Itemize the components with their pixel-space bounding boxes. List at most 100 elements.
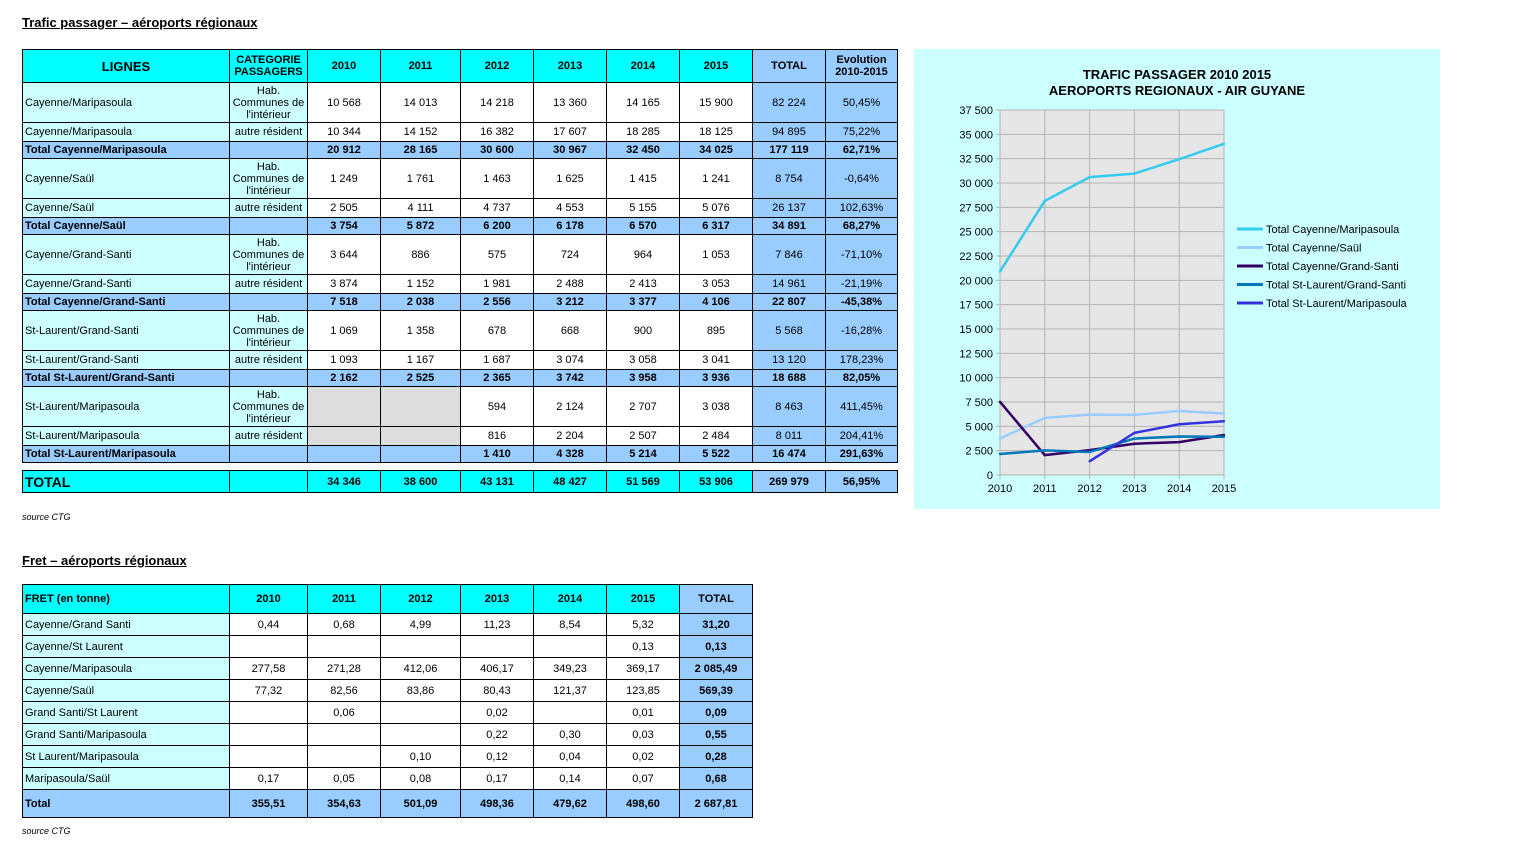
series-point bbox=[1088, 175, 1091, 179]
passenger-cell: 14 218 bbox=[460, 82, 534, 123]
y-tick-label: 5 000 bbox=[965, 421, 993, 433]
passenger-cell: 1 093 bbox=[307, 350, 381, 370]
y-tick-label: 2 500 bbox=[965, 446, 993, 458]
y-tick-label: 20 000 bbox=[959, 275, 993, 287]
passenger-cell: 10 344 bbox=[307, 122, 381, 142]
passenger-cell: 14 961 bbox=[752, 274, 826, 294]
passenger-cell: 16 382 bbox=[460, 122, 534, 142]
passenger-data-row: St-Laurent/Maripasoula autre résident 816 2… bbox=[22, 426, 898, 446]
series-point bbox=[1043, 453, 1046, 457]
spacer-cell bbox=[23, 463, 898, 471]
passenger-cell: 678 bbox=[460, 310, 534, 351]
passenger-cell bbox=[380, 386, 461, 427]
passenger-header-cell: 2011 bbox=[380, 49, 461, 83]
freight-cell: 0,01 bbox=[606, 701, 680, 724]
freight-cell: 406,17 bbox=[460, 657, 534, 680]
passenger-cell: 1 249 bbox=[307, 158, 381, 199]
freight-cell bbox=[229, 745, 308, 768]
passenger-cell: 30 600 bbox=[460, 141, 534, 159]
passenger-cell bbox=[229, 369, 308, 387]
freight-cell bbox=[380, 635, 461, 658]
freight-header-cell: 2012 bbox=[380, 584, 461, 614]
passenger-cell: St-Laurent/Grand-Santi bbox=[22, 350, 230, 370]
y-tick-label: 30 000 bbox=[959, 178, 993, 190]
passenger-cell: autre résident bbox=[229, 350, 308, 370]
freight-cell bbox=[229, 635, 308, 658]
passenger-cell: 26 137 bbox=[752, 198, 826, 218]
passenger-cell: 18 688 bbox=[752, 369, 826, 387]
passenger-source: source CTG bbox=[22, 512, 71, 522]
passenger-cell bbox=[229, 445, 308, 463]
passenger-grand-total-cell: 53 906 bbox=[679, 470, 753, 493]
series-point bbox=[1088, 450, 1091, 454]
freight-heading: Fret – aéroports régionaux bbox=[22, 553, 187, 568]
freight-cell: 277,58 bbox=[229, 657, 308, 680]
freight-cell: 0,05 bbox=[307, 767, 381, 790]
freight-cell: 80,43 bbox=[460, 679, 534, 702]
passenger-cell: 177 119 bbox=[752, 141, 826, 159]
passenger-cell: Cayenne/Grand-Santi bbox=[22, 274, 230, 294]
passenger-cell: 4 553 bbox=[533, 198, 607, 218]
passenger-cell: 6 570 bbox=[606, 217, 680, 235]
passenger-header-cell: TOTAL bbox=[752, 49, 826, 83]
passenger-cell: 16 474 bbox=[752, 445, 826, 463]
passenger-cell: 816 bbox=[460, 426, 534, 446]
freight-cell: 412,06 bbox=[380, 657, 461, 680]
freight-cell: 0,09 bbox=[679, 701, 753, 724]
series-line bbox=[999, 435, 1225, 456]
y-tick-label: 27 500 bbox=[959, 202, 993, 214]
passenger-cell: Total Cayenne/Grand-Santi bbox=[22, 293, 230, 311]
passenger-cell: 18 285 bbox=[606, 122, 680, 142]
series-point bbox=[1043, 199, 1046, 203]
freight-cell: 0,17 bbox=[229, 767, 308, 790]
series-point bbox=[1222, 435, 1226, 438]
passenger-header-cell: 2013 bbox=[533, 49, 607, 83]
freight-cell bbox=[460, 635, 534, 658]
passenger-cell: Total Cayenne/Saül bbox=[22, 217, 230, 235]
passenger-cell: 3 936 bbox=[679, 369, 753, 387]
passenger-cell: 3 754 bbox=[307, 217, 381, 235]
passenger-cell: 6 178 bbox=[533, 217, 607, 235]
passenger-cell: 2 124 bbox=[533, 386, 607, 427]
passenger-cell: 2 505 bbox=[307, 198, 381, 218]
passenger-cell: 22 807 bbox=[752, 293, 826, 311]
freight-cell: 0,22 bbox=[460, 723, 534, 746]
passenger-cell bbox=[380, 445, 461, 463]
series-point bbox=[1133, 442, 1136, 445]
passenger-cell: 14 152 bbox=[380, 122, 461, 142]
passenger-grand-total-cell: 43 131 bbox=[460, 470, 534, 493]
freight-header-cell: 2011 bbox=[307, 584, 381, 614]
freight-data-row: Cayenne/Maripasoula 277,58 271,28 412,06 406… bbox=[22, 657, 753, 680]
passenger-cell: 3 958 bbox=[606, 369, 680, 387]
freight-header-cell: FRET (en tonne) bbox=[22, 584, 230, 614]
freight-data-row: St Laurent/Maripasoula 0,10 0,12 0,04 0,02 0,… bbox=[22, 745, 753, 768]
freight-cell: 0,03 bbox=[606, 723, 680, 746]
passenger-total-row: Total St-Laurent/Grand-Santi 2 162 2 525 2 … bbox=[22, 369, 898, 387]
freight-cell bbox=[307, 635, 381, 658]
passenger-cell bbox=[380, 426, 461, 446]
passenger-cell: 75,22% bbox=[825, 122, 898, 142]
passenger-cell: -21,19% bbox=[825, 274, 898, 294]
passenger-cell: -45,38% bbox=[825, 293, 898, 311]
passenger-cell: 3 074 bbox=[533, 350, 607, 370]
passenger-cell: Cayenne/Saül bbox=[22, 158, 230, 199]
freight-header-cell: 2013 bbox=[460, 584, 534, 614]
passenger-grand-total-cell: 51 569 bbox=[606, 470, 680, 493]
passenger-cell: Hab. Communes de l'intérieur bbox=[229, 234, 308, 275]
passenger-cell: 575 bbox=[460, 234, 534, 275]
passenger-cell: 594 bbox=[460, 386, 534, 427]
passenger-cell: 7 518 bbox=[307, 293, 381, 311]
passenger-cell: 1 687 bbox=[460, 350, 534, 370]
freight-total-cell: 2 687,81 bbox=[679, 789, 753, 818]
passenger-cell: 2 365 bbox=[460, 369, 534, 387]
freight-cell: St Laurent/Maripasoula bbox=[22, 745, 230, 768]
passenger-cell: 8 011 bbox=[752, 426, 826, 446]
freight-cell: Grand Santi/Maripasoula bbox=[22, 723, 230, 746]
passenger-cell: autre résident bbox=[229, 198, 308, 218]
passenger-data-row: Cayenne/Maripasoula Hab. Communes de l'in… bbox=[22, 82, 898, 123]
freight-header-cell: 2014 bbox=[533, 584, 607, 614]
freight-cell bbox=[229, 723, 308, 746]
passenger-cell: 68,27% bbox=[825, 217, 898, 235]
passenger-cell: 7 846 bbox=[752, 234, 826, 275]
passenger-data-row: St-Laurent/Maripasoula Hab. Communes de l… bbox=[22, 386, 898, 427]
